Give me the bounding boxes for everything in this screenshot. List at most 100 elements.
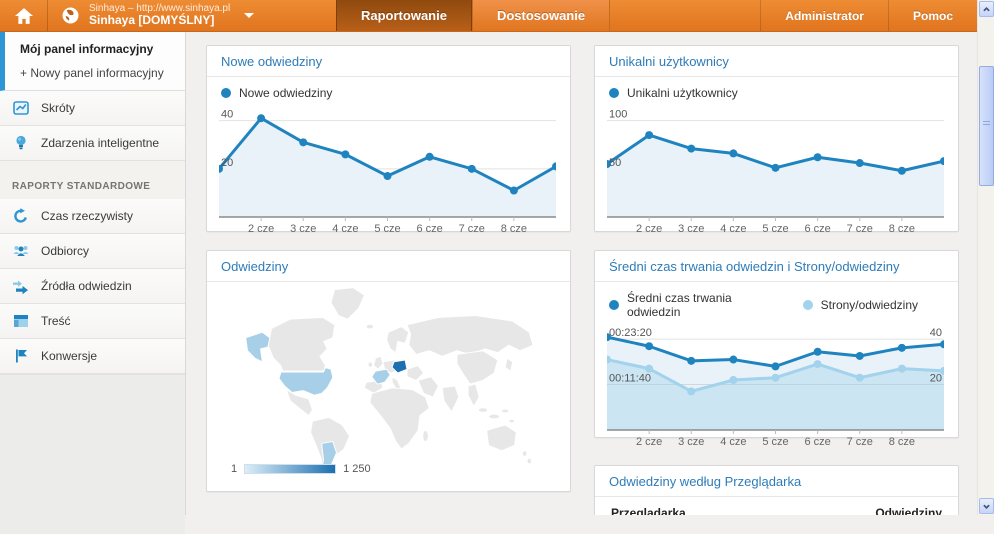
top-navigation-bar: Sinhaya – http://www.sinhaya.pl Sinhaya … [0,0,977,32]
svg-text:8 cze: 8 cze [889,436,915,448]
svg-text:2 cze: 2 cze [248,223,274,235]
tab-raportowanie[interactable]: Raportowanie [336,0,472,31]
svg-text:5 cze: 5 cze [762,223,788,235]
svg-text:4 cze: 4 cze [720,436,746,448]
sidebar-item-audience[interactable]: Odbiorcy [0,234,185,269]
sidebar-item-realtime[interactable]: Czas rzeczywisty [0,199,185,234]
flag-icon [12,347,30,365]
globe-icon [62,7,79,24]
svg-text:6 cze: 6 cze [804,223,830,235]
widget-unique-users: Unikalni użytkownicy Unikalni użytkownic… [594,45,959,232]
svg-text:5 cze: 5 cze [374,223,400,235]
svg-text:6 cze: 6 cze [416,223,442,235]
svg-text:8 cze: 8 cze [501,223,527,235]
svg-text:20: 20 [930,373,942,385]
svg-text:8 cze: 8 cze [889,223,915,235]
admin-link[interactable]: Administrator [760,0,888,31]
widget-title[interactable]: Średni czas trwania odwiedzin i Strony/o… [595,251,958,282]
standard-reports-header: RAPORTY STANDARDOWE [0,175,185,199]
avg-duration-line-chart: 2 cze 3 cze 4 cze 5 cze 6 cze 7 cze 8 cze 00:11… [607,324,944,450]
column-header-browser[interactable]: Przeglądarka [611,506,686,515]
svg-text:00:23:20: 00:23:20 [609,327,652,339]
svg-text:7 cze: 7 cze [459,223,485,235]
widget-avg-duration-pages: Średni czas trwania odwiedzin i Strony/o… [594,250,959,438]
vertical-scrollbar[interactable] [977,0,994,515]
home-button[interactable] [0,0,48,31]
svg-text:2 cze: 2 cze [636,436,662,448]
primary-tabs: Raportowanie Dostosowanie [336,0,610,31]
world-geo-map [219,284,556,474]
account-name: Sinhaya [DOMYŚLNY] [89,14,230,28]
scrollbar-thumb[interactable] [979,66,994,186]
svg-text:7 cze: 7 cze [847,436,873,448]
scale-min: 1 [231,463,237,475]
sidebar-item-intelligence[interactable]: Zdarzenia inteligentne [0,126,185,161]
legend-label: Strony/odwiedziny [821,298,918,312]
traffic-sources-icon [12,277,30,295]
map-scale-legend: 1 1 250 [231,463,371,475]
sidebar-item-label: Skróty [41,101,75,115]
svg-text:4 cze: 4 cze [720,223,746,235]
svg-text:40: 40 [221,109,233,121]
chevron-up-icon [983,6,990,13]
widget-visits-map: Odwiedziny [206,250,571,492]
browser-table-header: Przeglądarka Odwiedziny [595,497,958,515]
widget-title[interactable]: Nowe odwiedziny [207,46,570,77]
legend-dot [609,300,619,310]
svg-text:3 cze: 3 cze [290,223,316,235]
dashboard-section: Mój panel informacyjny + Nowy panel info… [0,32,185,91]
shortcuts-icon [12,99,30,117]
widget-title[interactable]: Odwiedziny według Przeglądarka [595,466,958,497]
svg-text:3 cze: 3 cze [678,223,704,235]
svg-text:4 cze: 4 cze [332,223,358,235]
widget-new-visits: Nowe odwiedziny Nowe odwiedziny 2 cze 3 c… [206,45,571,232]
sidebar-empty-area [0,374,185,534]
help-link[interactable]: Pomoc [888,0,977,31]
sidebar-spacer [0,161,185,175]
scroll-up-button[interactable] [979,1,994,17]
new-visits-line-chart: 2 cze 3 cze 4 cze 5 cze 6 cze 7 cze 8 cze 20 40 [219,105,556,237]
svg-text:40: 40 [930,327,942,339]
legend-label: Nowe odwiedziny [239,86,332,100]
widget-title[interactable]: Odwiedziny [207,251,570,282]
audience-icon [12,242,30,260]
sidebar-item-my-dashboard[interactable]: Mój panel informacyjny [20,40,185,62]
svg-text:50: 50 [609,157,621,169]
chevron-down-icon [983,503,990,510]
scale-gradient-bar [244,464,336,474]
sidebar-item-label: Treść [41,314,71,328]
sidebar-item-shortcuts[interactable]: Skróty [0,91,185,126]
svg-text:7 cze: 7 cze [847,223,873,235]
sidebar-item-label: Źródła odwiedzin [41,279,132,293]
sidebar-item-traffic-sources[interactable]: Źródła odwiedzin [0,269,185,304]
svg-text:00:11:40: 00:11:40 [609,373,651,385]
scale-max: 1 250 [343,463,371,475]
chevron-down-icon [244,13,254,18]
tab-dostosowanie[interactable]: Dostosowanie [472,0,610,31]
sidebar: Mój panel informacyjny + Nowy panel info… [0,32,186,515]
svg-text:6 cze: 6 cze [804,436,830,448]
home-icon [15,8,33,24]
lightbulb-icon [12,134,30,152]
sidebar-item-label: Zdarzenia inteligentne [41,136,159,150]
svg-text:20: 20 [221,157,233,169]
svg-text:2 cze: 2 cze [636,223,662,235]
realtime-icon [12,207,30,225]
account-selector[interactable]: Sinhaya – http://www.sinhaya.pl Sinhaya … [48,0,326,31]
sidebar-item-conversions[interactable]: Konwersje [0,339,185,374]
legend-dot [221,88,231,98]
column-header-visits[interactable]: Odwiedziny [875,506,942,515]
legend-label: Unikalni użytkownicy [627,86,738,100]
svg-text:5 cze: 5 cze [762,436,788,448]
legend-dot [803,300,813,310]
scroll-down-button[interactable] [979,498,994,514]
sidebar-item-label: Odbiorcy [41,244,89,258]
svg-text:3 cze: 3 cze [678,436,704,448]
sidebar-item-content[interactable]: Treść [0,304,185,339]
widget-title[interactable]: Unikalni użytkownicy [595,46,958,77]
legend-dot [609,88,619,98]
dashboard-content: Nowe odwiedziny Nowe odwiedziny 2 cze 3 c… [187,32,977,515]
sidebar-item-new-dashboard[interactable]: + Nowy panel informacyjny [20,62,185,82]
sidebar-item-label: Czas rzeczywisty [41,209,133,223]
